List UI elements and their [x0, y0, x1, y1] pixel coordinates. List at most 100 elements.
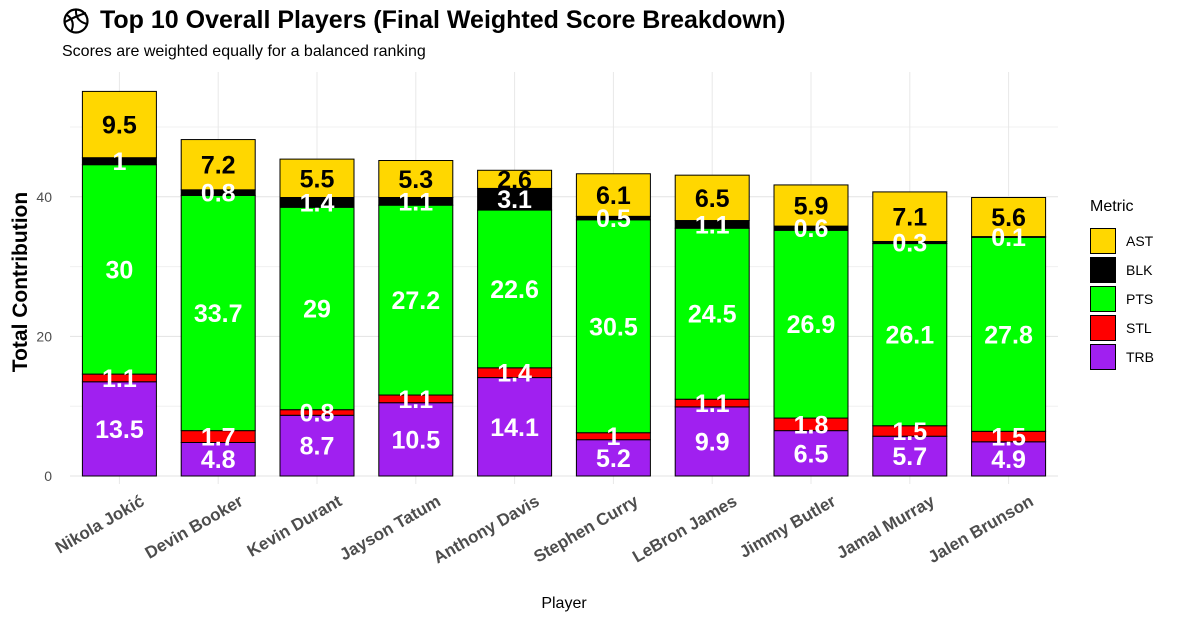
data-label-ast: 7.1: [892, 204, 927, 232]
data-label-blk: 1: [112, 148, 126, 176]
bar-segment-trb: [674, 406, 750, 477]
basketball-icon: [63, 7, 89, 34]
chart-subtitle: Scores are weighted equally for a balanc…: [62, 43, 426, 60]
data-label-blk: 0.1: [991, 224, 1026, 252]
data-label-trb: 8.7: [300, 433, 335, 461]
bar-segment-pts: [872, 243, 948, 427]
legend-item-stl: STL: [1090, 313, 1154, 342]
data-label-stl: 1.8: [794, 411, 829, 439]
y-tick-label: 0: [44, 468, 52, 484]
data-label-blk: 1.1: [695, 211, 730, 239]
bar-segment-ast: [477, 169, 553, 189]
legend-item-pts: PTS: [1090, 284, 1154, 313]
data-label-trb: 4.8: [201, 446, 236, 474]
data-label-ast: 6.5: [695, 185, 730, 213]
data-label-ast: 5.9: [794, 193, 829, 221]
data-label-ast: 9.5: [102, 112, 137, 140]
x-tick-label: Anthony Davis: [430, 491, 543, 567]
data-label-trb: 13.5: [95, 416, 144, 444]
bar-segment-pts: [971, 236, 1047, 432]
x-tick-label: Jayson Tatum: [336, 491, 443, 564]
data-label-trb: 6.5: [794, 440, 829, 468]
data-label-stl: 1: [606, 423, 620, 451]
data-label-blk: 3.1: [497, 186, 532, 214]
data-label-trb: 14.1: [490, 414, 539, 442]
data-label-ast: 7.2: [201, 152, 236, 180]
data-label-pts: 22.6: [490, 276, 539, 304]
bar-segment-ast: [378, 160, 454, 198]
x-tick-label: Jamal Murray: [833, 491, 938, 563]
x-tick-label: Stephen Curry: [530, 491, 641, 566]
x-axis-label: Player: [541, 595, 587, 612]
chart-title: Top 10 Overall Players (Final Weighted S…: [100, 6, 786, 34]
data-label-trb: 4.9: [991, 446, 1026, 474]
data-label-trb: 5.7: [892, 443, 927, 471]
data-label-blk: 0.5: [596, 205, 631, 233]
bar-segment-ast: [971, 196, 1047, 238]
bar-segment-trb: [477, 377, 553, 477]
data-label-pts: 27.2: [391, 287, 440, 315]
data-label-stl: 0.8: [300, 399, 335, 427]
data-label-stl: 1.1: [102, 365, 137, 393]
bar-segment-ast: [180, 139, 256, 191]
x-tick-label: Nikola Jokić: [52, 491, 147, 557]
legend-swatch: [1090, 285, 1116, 312]
bar-segment-trb: [378, 402, 454, 477]
data-label-ast: 5.6: [991, 204, 1026, 232]
data-label-stl: 1.1: [398, 386, 433, 414]
data-label-pts: 30: [105, 256, 133, 284]
bar-segment-ast: [575, 173, 651, 217]
data-label-pts: 30.5: [589, 313, 638, 341]
bar-segment-pts: [378, 204, 454, 396]
y-axis-label: Total Contribution: [9, 192, 32, 372]
data-label-stl: 1.1: [695, 390, 730, 418]
bar-segment-ast: [81, 90, 157, 159]
legend-swatch: [1090, 256, 1116, 283]
data-label-blk: 1.4: [300, 189, 335, 217]
y-tick-label: 40: [36, 189, 52, 205]
x-tick-label: Jalen Brunson: [925, 491, 1037, 567]
title-row: Top 10 Overall Players (Final Weighted S…: [62, 6, 785, 35]
x-tick-label: Kevin Durant: [244, 491, 345, 561]
bar-segment-pts: [81, 164, 157, 375]
bar-segment-trb: [279, 414, 355, 477]
legend-label: AST: [1126, 232, 1154, 249]
legend-label: TRB: [1126, 348, 1154, 365]
data-label-ast: 5.5: [300, 165, 335, 193]
data-label-pts: 29: [303, 295, 331, 323]
bar-segment-ast: [279, 158, 355, 198]
data-label-ast: 2.6: [497, 166, 532, 194]
y-tick-label: 20: [36, 328, 52, 344]
legend-items: AST BLK PTS STL TRB: [1090, 226, 1154, 371]
legend-label: STL: [1126, 319, 1152, 336]
x-tick-label: LeBron James: [629, 491, 740, 566]
legend: Metric AST BLK PTS STL TRB: [1090, 198, 1154, 371]
bar-segment-pts: [773, 229, 849, 419]
data-label-ast: 6.1: [596, 182, 631, 210]
data-label-stl: 1.4: [497, 360, 532, 388]
x-tick-label: Devin Booker: [142, 491, 247, 562]
bar-segment-pts: [575, 219, 651, 434]
data-label-trb: 10.5: [391, 426, 440, 454]
data-label-ast: 5.3: [398, 166, 433, 194]
data-label-pts: 26.1: [885, 322, 934, 350]
data-label-stl: 1.7: [201, 424, 236, 452]
data-label-pts: 27.8: [984, 321, 1033, 349]
data-label-pts: 26.9: [787, 311, 836, 339]
data-label-blk: 0.8: [201, 180, 236, 208]
bar-segment-ast: [872, 191, 948, 242]
legend-label: BLK: [1126, 261, 1153, 278]
data-label-stl: 1.5: [892, 418, 927, 446]
data-label-pts: 24.5: [688, 301, 737, 329]
data-label-blk: 0.6: [794, 215, 829, 243]
legend-label: PTS: [1126, 290, 1154, 307]
legend-item-ast: AST: [1090, 226, 1154, 255]
data-label-pts: 33.7: [194, 300, 243, 328]
data-label-blk: 1.1: [398, 188, 433, 216]
data-label-trb: 5.2: [596, 445, 631, 473]
legend-title: Metric: [1090, 198, 1134, 215]
legend-item-blk: BLK: [1090, 255, 1154, 284]
bar-segment-ast: [773, 184, 849, 227]
bar-segment-ast: [674, 174, 750, 222]
